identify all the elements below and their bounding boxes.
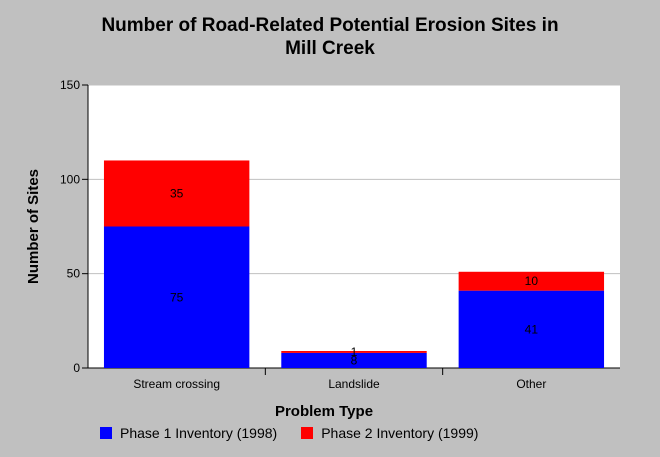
y-tick-label: 0 — [73, 361, 80, 375]
chart-title: Number of Road-Related Potential Erosion… — [0, 14, 660, 60]
legend-label-phase1: Phase 1 Inventory (1998) — [120, 425, 278, 441]
legend-item-phase1: Phase 1 Inventory (1998) — [100, 425, 277, 441]
y-tick-label: 150 — [60, 78, 80, 92]
data-label-phase1: 41 — [525, 322, 539, 336]
bar-phase2 — [458, 271, 605, 291]
y-axis-label: Number of Sites — [25, 169, 42, 284]
legend-label-phase2: Phase 2 Inventory (1999) — [321, 425, 479, 441]
bar-phase2 — [281, 351, 427, 353]
bar-phase1 — [103, 226, 250, 368]
x-tick-label: Other — [516, 377, 546, 391]
data-label-phase2: 10 — [525, 274, 539, 288]
data-label-phase2: 35 — [170, 186, 184, 200]
bar-phase1 — [281, 352, 427, 368]
bar-phase2 — [103, 160, 250, 227]
bar-phase1 — [458, 290, 605, 368]
chart-title-line1: Number of Road-Related Potential Erosion… — [101, 15, 559, 36]
legend-swatch-phase1 — [100, 427, 112, 439]
legend: Phase 1 Inventory (1998) Phase 2 Invento… — [100, 425, 502, 441]
data-label-phase1: 8 — [351, 353, 358, 367]
data-label-phase2: 1 — [351, 345, 358, 359]
y-tick-label: 100 — [60, 172, 80, 186]
x-tick-label: Stream crossing — [133, 377, 220, 391]
y-tick-label: 50 — [67, 267, 81, 281]
legend-swatch-phase2 — [301, 427, 314, 439]
chart-title-line2: Mill Creek — [285, 38, 375, 59]
legend-item-phase2: Phase 2 Inventory (1999) — [301, 425, 478, 441]
x-tick-label: Landslide — [328, 377, 380, 391]
data-label-phase1: 75 — [170, 290, 184, 304]
x-axis-label: Problem Type — [275, 403, 373, 420]
